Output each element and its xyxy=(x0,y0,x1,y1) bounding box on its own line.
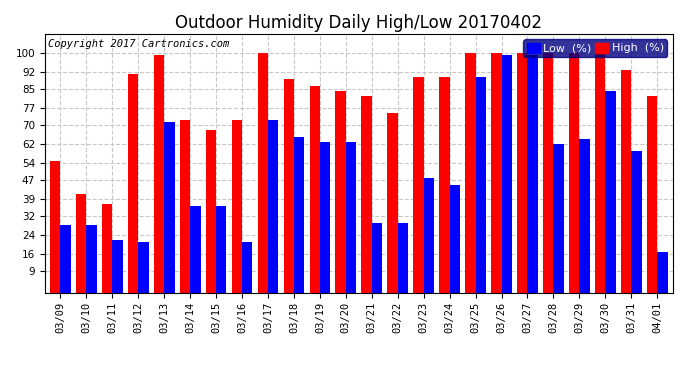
Bar xyxy=(631,151,642,292)
Bar xyxy=(580,139,590,292)
Bar xyxy=(543,53,553,292)
Bar xyxy=(50,161,61,292)
Bar xyxy=(657,252,667,292)
Bar xyxy=(154,56,164,292)
Bar xyxy=(527,56,538,292)
Bar xyxy=(517,53,527,292)
Bar xyxy=(647,96,657,292)
Bar xyxy=(320,142,331,292)
Bar xyxy=(216,206,226,292)
Bar xyxy=(362,96,372,292)
Bar xyxy=(465,53,475,292)
Bar xyxy=(372,223,382,292)
Bar xyxy=(413,77,424,292)
Bar xyxy=(621,70,631,292)
Bar xyxy=(86,225,97,292)
Bar xyxy=(310,87,320,292)
Bar xyxy=(387,113,397,292)
Bar xyxy=(128,75,138,292)
Bar xyxy=(76,194,86,292)
Bar xyxy=(424,177,434,292)
Bar xyxy=(553,144,564,292)
Bar xyxy=(180,120,190,292)
Bar xyxy=(605,91,615,292)
Bar xyxy=(232,120,242,292)
Bar xyxy=(502,56,512,292)
Bar xyxy=(112,240,123,292)
Bar xyxy=(346,142,356,292)
Bar xyxy=(284,79,294,292)
Bar xyxy=(491,53,502,292)
Bar xyxy=(164,122,175,292)
Bar xyxy=(595,53,605,292)
Bar xyxy=(206,130,216,292)
Title: Outdoor Humidity Daily High/Low 20170402: Outdoor Humidity Daily High/Low 20170402 xyxy=(175,14,542,32)
Bar xyxy=(397,223,408,292)
Bar xyxy=(268,120,278,292)
Bar xyxy=(138,242,148,292)
Bar xyxy=(294,137,304,292)
Bar xyxy=(475,77,486,292)
Bar xyxy=(257,53,268,292)
Bar xyxy=(190,206,201,292)
Bar xyxy=(242,242,253,292)
Bar xyxy=(102,204,112,292)
Bar xyxy=(61,225,71,292)
Bar xyxy=(450,185,460,292)
Bar xyxy=(569,53,580,292)
Text: Copyright 2017 Cartronics.com: Copyright 2017 Cartronics.com xyxy=(48,39,229,49)
Bar xyxy=(440,77,450,292)
Legend: Low  (%), High  (%): Low (%), High (%) xyxy=(524,39,667,57)
Bar xyxy=(335,91,346,292)
